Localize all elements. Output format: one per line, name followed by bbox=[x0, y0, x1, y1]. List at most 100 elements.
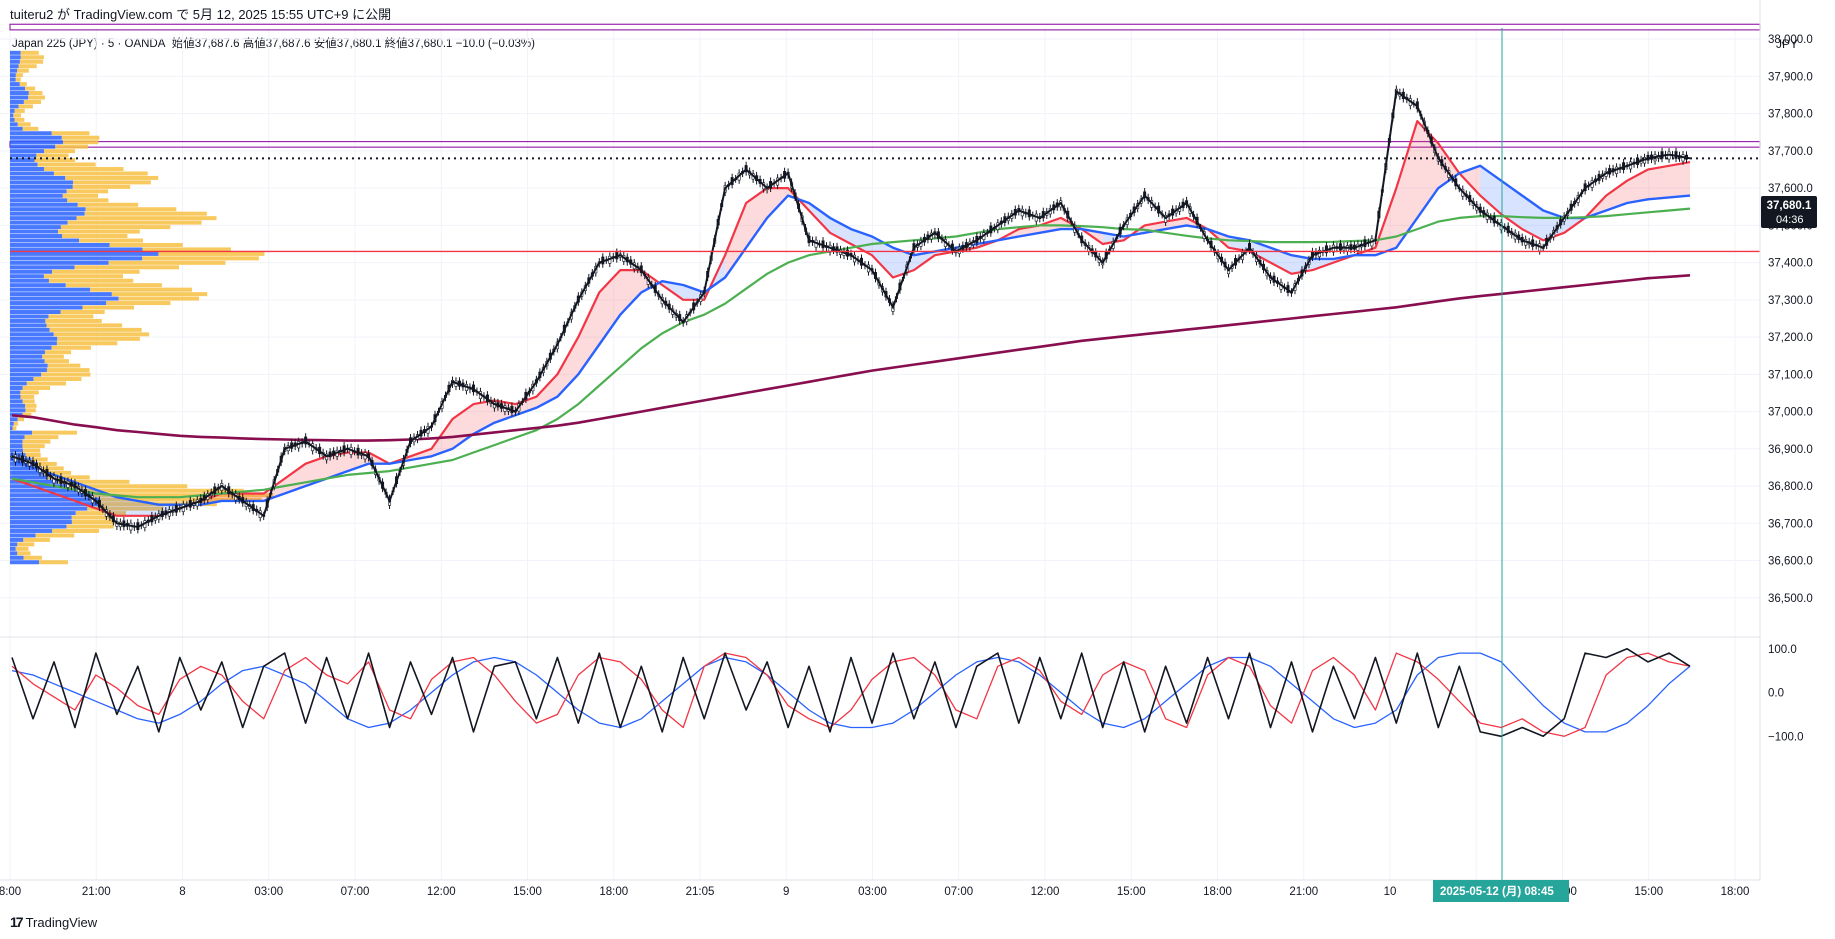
vp-bar-up bbox=[10, 435, 25, 440]
vp-bar-up bbox=[10, 390, 21, 395]
vp-bar-up bbox=[10, 122, 18, 127]
vp-bar-down bbox=[108, 260, 226, 265]
vp-bar-up bbox=[10, 359, 45, 364]
vp-bar-up bbox=[10, 475, 48, 480]
ma-cloud-segment bbox=[830, 217, 851, 244]
vp-bar-down bbox=[82, 305, 134, 310]
vp-bar-up bbox=[10, 95, 29, 100]
vp-bar-up bbox=[10, 184, 73, 189]
vp-bar-down bbox=[20, 390, 39, 395]
vp-bar-up bbox=[10, 336, 58, 341]
vp-bar-up bbox=[10, 332, 54, 337]
ma-cloud-segment bbox=[809, 203, 831, 233]
vp-bar-down bbox=[60, 225, 171, 230]
vp-bar-up bbox=[10, 283, 66, 288]
vp-bar-up bbox=[10, 265, 75, 270]
vp-bar-down bbox=[18, 64, 37, 69]
vp-bar-down bbox=[71, 520, 115, 525]
ma-cloud-segment bbox=[1669, 162, 1690, 198]
currency-label[interactable]: JPY bbox=[1776, 37, 1799, 51]
vp-bar-down bbox=[22, 412, 32, 417]
vp-bar-down bbox=[66, 189, 109, 194]
vp-bar-down bbox=[20, 50, 39, 55]
tradingview-logo-icon: 17 bbox=[10, 914, 24, 930]
vp-bar-down bbox=[17, 551, 31, 556]
resistance-zones bbox=[9, 23, 1761, 148]
vp-bar-down bbox=[75, 511, 126, 516]
vp-bar-down bbox=[32, 430, 78, 435]
vp-bar-down bbox=[71, 515, 114, 520]
vp-bar-up bbox=[10, 430, 33, 435]
vp-bar-down bbox=[18, 104, 33, 109]
vp-bar-up bbox=[10, 242, 110, 247]
crosshair-date-label: 2025-05-12 (月) 08:45 bbox=[1433, 880, 1569, 902]
vp-bar-up bbox=[10, 175, 66, 180]
vp-bar-up bbox=[10, 368, 47, 373]
vp-bar-down bbox=[67, 220, 202, 225]
vp-bar-down bbox=[109, 242, 183, 247]
vp-bar-up bbox=[10, 153, 37, 158]
vp-bar-up bbox=[10, 50, 21, 55]
vp-bar-up bbox=[10, 166, 45, 171]
vp-bar-down bbox=[99, 497, 262, 502]
vp-bar-down bbox=[48, 278, 134, 283]
ma-cloud-segment bbox=[1648, 165, 1670, 200]
vp-bar-down bbox=[22, 444, 45, 449]
ma-cloud-segment bbox=[683, 284, 705, 300]
last-price-value: 37,680.1 bbox=[1767, 200, 1812, 212]
resistance-zone bbox=[9, 23, 1761, 31]
vp-bar-up bbox=[10, 260, 109, 265]
vp-bar-down bbox=[62, 193, 98, 198]
stoch-tick-label: −100.0 bbox=[1768, 731, 1804, 743]
vp-bar-down bbox=[41, 372, 91, 377]
vp-bar-up bbox=[10, 77, 16, 82]
ma-cloud-segment bbox=[536, 374, 558, 408]
vp-bar-down bbox=[91, 493, 274, 498]
x-tick-label: 21:00 bbox=[82, 886, 111, 898]
vp-bar-up bbox=[10, 345, 52, 350]
x-tick-label: 12:00 bbox=[1031, 886, 1060, 898]
ohlc-values: 始値37,687.6 高値37,687.6 安値37,680.1 終値37,68… bbox=[171, 38, 535, 50]
vp-bar-up bbox=[10, 91, 29, 96]
vp-bar-up bbox=[10, 305, 83, 310]
brand[interactable]: 17 TradingView bbox=[10, 914, 97, 930]
vp-bar-down bbox=[44, 166, 124, 171]
symbol-label[interactable]: Japan 225 (JPY) · 5 · OANDA bbox=[12, 38, 166, 50]
vp-bar-down bbox=[66, 524, 114, 529]
ma-cloud-segment bbox=[767, 188, 789, 218]
ma-cloud-segment bbox=[1459, 165, 1481, 196]
x-tick-label: 18:00 bbox=[1203, 886, 1232, 898]
vp-bar-up bbox=[10, 542, 18, 547]
vp-bar-up bbox=[10, 211, 85, 216]
vp-bar-down bbox=[111, 292, 208, 297]
vp-bar-down bbox=[62, 234, 128, 239]
vp-bar-down bbox=[43, 274, 123, 279]
vp-bar-down bbox=[51, 131, 90, 136]
vp-bar-up bbox=[10, 158, 35, 163]
vp-bar-down bbox=[79, 238, 143, 243]
vp-bar-up bbox=[10, 126, 23, 131]
y-tick-label: 37,600.0 bbox=[1768, 183, 1813, 195]
price-line bbox=[11, 89, 1691, 529]
vp-bar-down bbox=[34, 158, 76, 163]
vp-bar-down bbox=[142, 247, 231, 252]
vp-bar-down bbox=[65, 283, 162, 288]
vp-bar-up bbox=[10, 452, 26, 457]
vp-bar-up bbox=[10, 256, 143, 261]
x-tick-label: 03:00 bbox=[254, 886, 283, 898]
vp-bar-down bbox=[26, 381, 66, 386]
last-price-badge[interactable]: 37,680.1 04:36 bbox=[1761, 196, 1817, 228]
vp-bar-up bbox=[10, 318, 46, 323]
vp-bar-down bbox=[49, 327, 142, 332]
vp-bar-up bbox=[10, 506, 88, 511]
price-chart[interactable]: 38,000.0 37,900.0 37,800.0 37,700.0 37,600.0… bbox=[0, 0, 1835, 905]
candlestick-series bbox=[10, 85, 1691, 534]
horizontal-lines bbox=[10, 157, 1760, 253]
y-tick-label: 37,900.0 bbox=[1768, 71, 1813, 83]
vp-bar-down bbox=[72, 184, 131, 189]
vp-bar-down bbox=[25, 403, 37, 408]
vp-bar-down bbox=[106, 301, 171, 306]
vp-bar-down bbox=[53, 171, 148, 176]
ma-cloud-segment bbox=[1396, 121, 1418, 248]
vp-bar-up bbox=[10, 117, 15, 122]
